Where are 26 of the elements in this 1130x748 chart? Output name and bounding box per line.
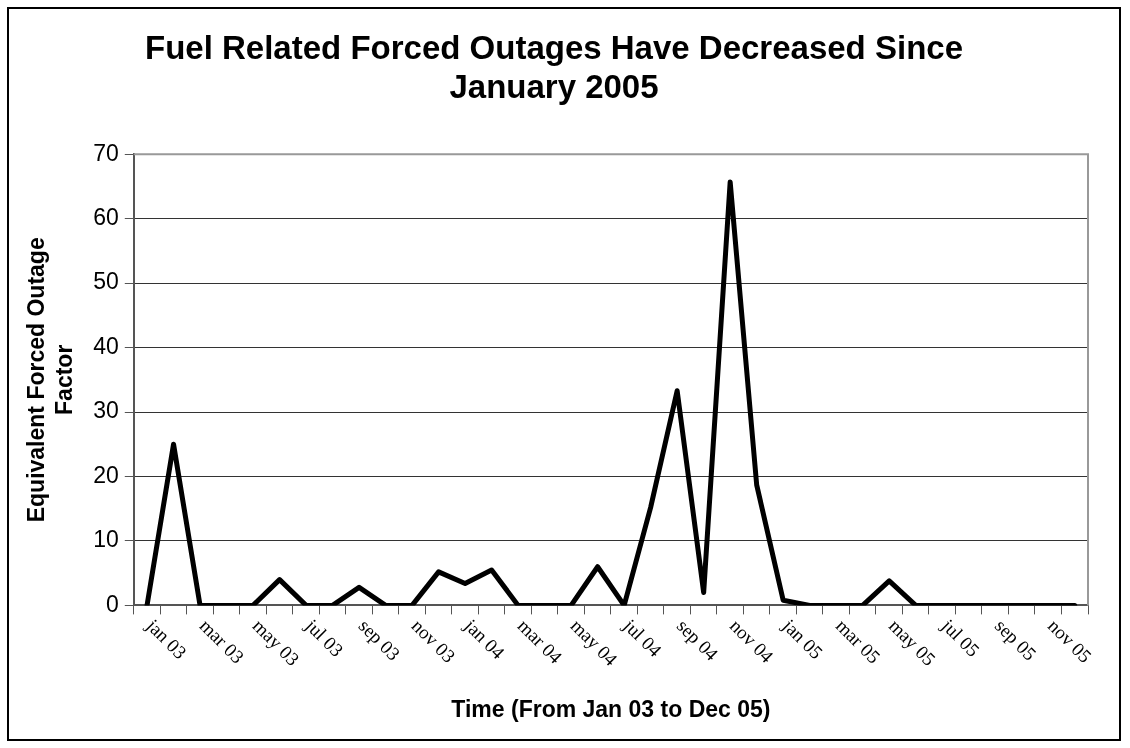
x-tick-label: nov 04 (725, 614, 778, 668)
x-tick-label: sep 05 (990, 614, 1041, 665)
y-tick-label: 60 (93, 204, 119, 230)
x-tick-label: jul 03 (301, 614, 348, 661)
x-tick-label: jan 05 (778, 614, 827, 663)
y-tick-label: 30 (93, 397, 119, 424)
y-tick-label: 10 (93, 526, 119, 553)
y-tick-label: 0 (105, 590, 119, 617)
x-tick-label: jan 03 (141, 614, 191, 663)
chart-title: Fuel Related Forced Outages Have Decreased Since January 2005 (145, 28, 963, 106)
x-tick-label: mar 03 (195, 614, 249, 668)
y-axis-title: Equivalent Forced Outage Factor (23, 237, 77, 523)
x-tick-label: sep 03 (354, 614, 405, 665)
x-axis-title: Time (From Jan 03 to Dec 05) (451, 695, 771, 722)
x-tick-label: jul 04 (619, 614, 666, 662)
y-tick-label: 50 (93, 268, 119, 295)
y-tick-label: 40 (93, 332, 119, 359)
x-tick-label: jul 05 (937, 614, 984, 661)
x-tick-label: sep 04 (672, 614, 723, 665)
y-tick-label: 20 (93, 461, 119, 488)
x-tick-label: jan 04 (460, 614, 510, 664)
x-tick-label: mar 04 (513, 614, 567, 668)
x-tick-label: nov 05 (1043, 614, 1096, 667)
x-tick-label: nov 03 (407, 614, 460, 667)
y-tick-label: 70 (93, 139, 119, 166)
x-tick-label: mar 05 (831, 614, 885, 668)
